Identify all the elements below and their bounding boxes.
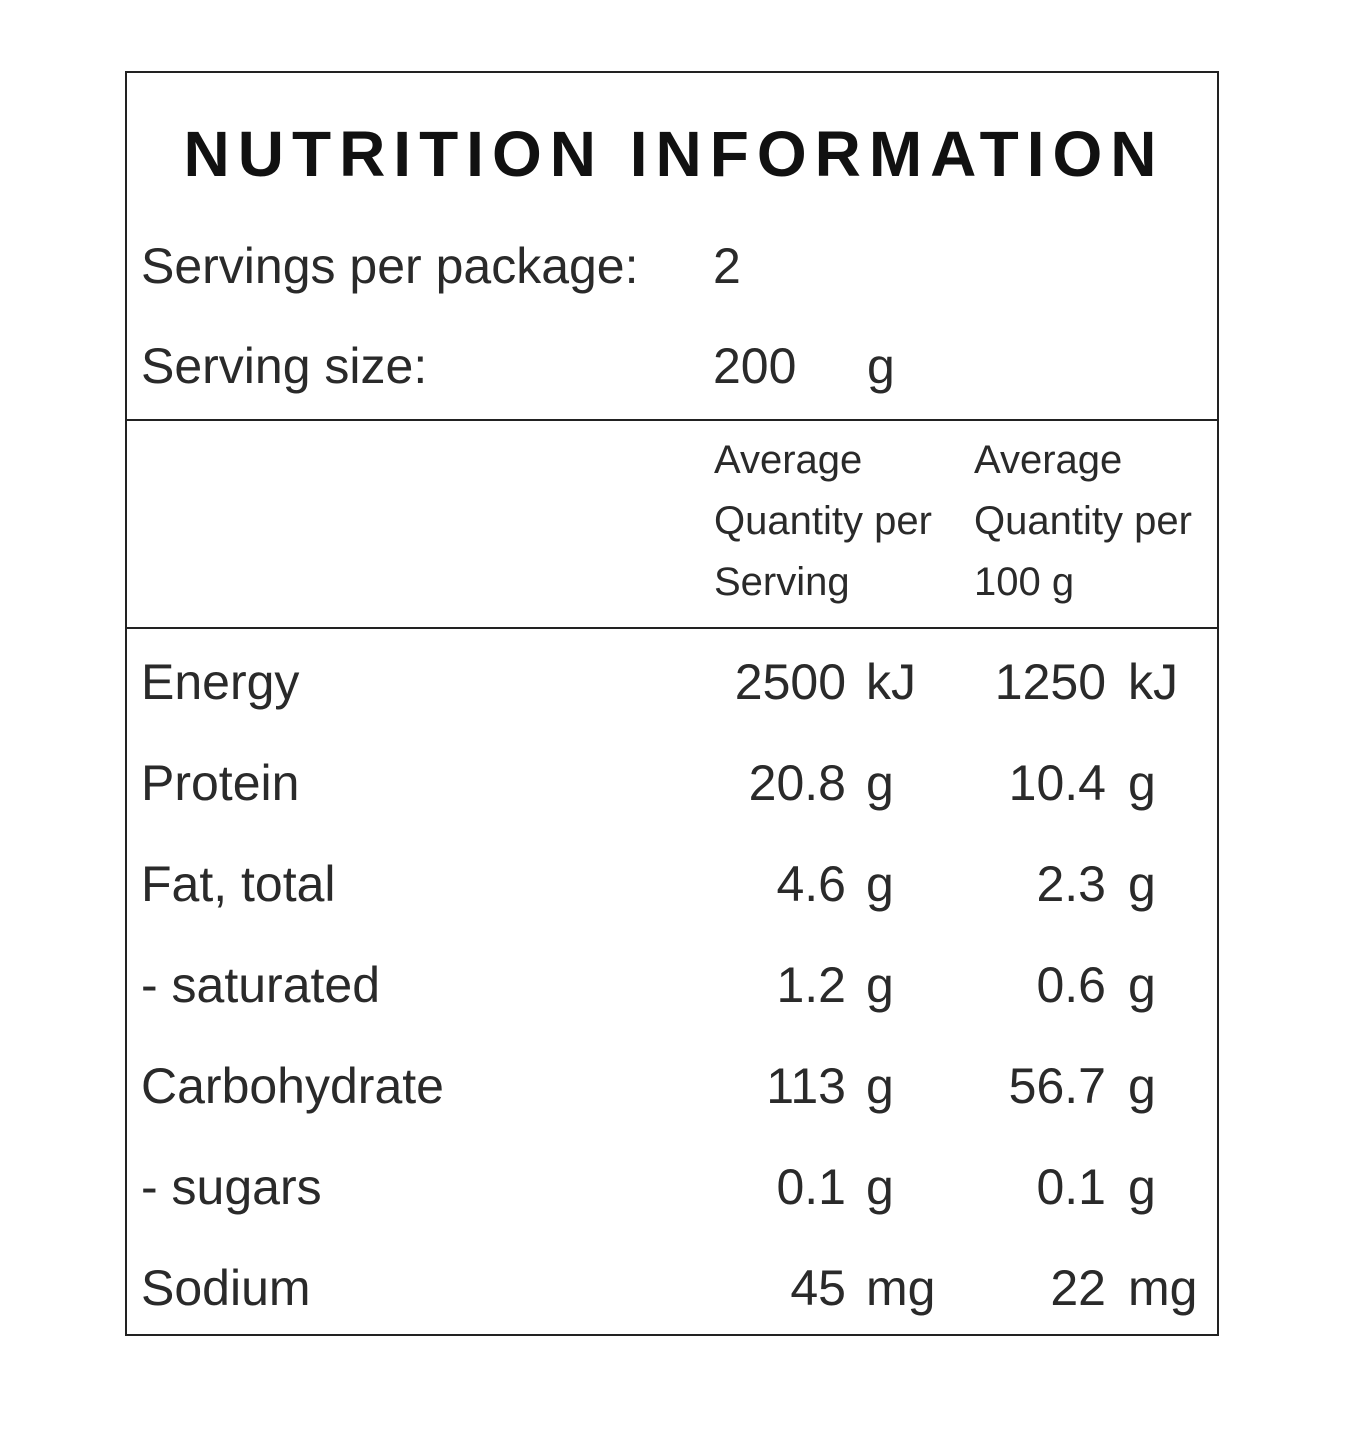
- column-header-line: Serving: [714, 560, 850, 604]
- column-header-line: Average: [974, 438, 1123, 482]
- column-header-line: 100 g: [974, 560, 1075, 604]
- per-serving-value: 113: [766, 1058, 846, 1114]
- column-header-line: Quantity per: [974, 499, 1192, 543]
- per-serving-value: 0.1: [776, 1159, 846, 1215]
- nutrition-panel: [125, 71, 1219, 1336]
- column-header-line: Quantity per: [714, 499, 932, 543]
- nutrient-name: - sugars: [141, 1159, 322, 1215]
- per-serving-value: 20.8: [748, 755, 846, 811]
- serving-size-label: Serving size:: [141, 338, 428, 394]
- header-divider: [125, 419, 1219, 421]
- serving-size-unit: g: [867, 338, 895, 394]
- per-100g-unit: mg: [1128, 1260, 1198, 1316]
- per-100g-value: 10.4: [1008, 755, 1106, 811]
- nutrient-name: Energy: [141, 654, 300, 710]
- columns-divider: [125, 627, 1219, 629]
- per-serving-value: 4.6: [776, 856, 846, 912]
- nutrient-row-energy: Energy 2500 kJ 1250 kJ: [0, 652, 1348, 712]
- per-serving-unit: g: [866, 755, 894, 811]
- per-100g-value: 0.6: [1036, 957, 1106, 1013]
- nutrient-name: Carbohydrate: [141, 1058, 444, 1114]
- nutrient-name: Fat, total: [141, 856, 336, 912]
- per-100g-value: 2.3: [1036, 856, 1106, 912]
- per-100g-unit: g: [1128, 856, 1156, 912]
- per-serving-unit: g: [866, 856, 894, 912]
- per-serving-value: 45: [790, 1260, 846, 1316]
- per-serving-unit: g: [866, 957, 894, 1013]
- per-100g-value: 1250: [994, 654, 1106, 710]
- column-header-per-serving: Average Quantity per Serving: [714, 430, 932, 613]
- per-100g-value: 22: [1050, 1260, 1106, 1316]
- panel-title: NUTRITION INFORMATION: [183, 118, 1165, 190]
- per-serving-value: 1.2: [776, 957, 846, 1013]
- per-100g-unit: g: [1128, 755, 1156, 811]
- per-100g-unit: g: [1128, 1159, 1156, 1215]
- nutrient-name: Protein: [141, 755, 300, 811]
- serving-size-value: 200: [713, 338, 797, 394]
- servings-per-package-row: Servings per package: 2: [141, 238, 741, 294]
- nutrient-row-sugars: - sugars 0.1 g 0.1 g: [0, 1157, 1348, 1217]
- nutrient-row-carbohydrate: Carbohydrate 113 g 56.7 g: [0, 1056, 1348, 1116]
- per-100g-value: 0.1: [1036, 1159, 1106, 1215]
- per-100g-unit: g: [1128, 957, 1156, 1013]
- per-serving-unit: g: [866, 1159, 894, 1215]
- per-serving-value: 2500: [734, 654, 846, 710]
- per-100g-unit: kJ: [1128, 654, 1178, 710]
- serving-size-row: Serving size: 200 g: [141, 338, 895, 394]
- nutrient-row-sodium: Sodium 45 mg 22 mg: [0, 1258, 1348, 1318]
- per-serving-unit: mg: [866, 1260, 936, 1316]
- column-header-line: Average: [714, 438, 863, 482]
- servings-per-package-value: 2: [713, 238, 741, 294]
- per-serving-unit: g: [866, 1058, 894, 1114]
- nutrient-row-fat-total: Fat, total 4.6 g 2.3 g: [0, 854, 1348, 914]
- per-100g-value: 56.7: [1008, 1058, 1106, 1114]
- nutrient-row-saturated: - saturated 1.2 g 0.6 g: [0, 955, 1348, 1015]
- nutrient-row-protein: Protein 20.8 g 10.4 g: [0, 753, 1348, 813]
- column-header-per-100g: Average Quantity per 100 g: [974, 430, 1192, 613]
- servings-per-package-label: Servings per package:: [141, 238, 639, 294]
- per-100g-unit: g: [1128, 1058, 1156, 1114]
- nutrient-name: - saturated: [141, 957, 381, 1013]
- per-serving-unit: kJ: [866, 654, 916, 710]
- nutrient-name: Sodium: [141, 1260, 311, 1316]
